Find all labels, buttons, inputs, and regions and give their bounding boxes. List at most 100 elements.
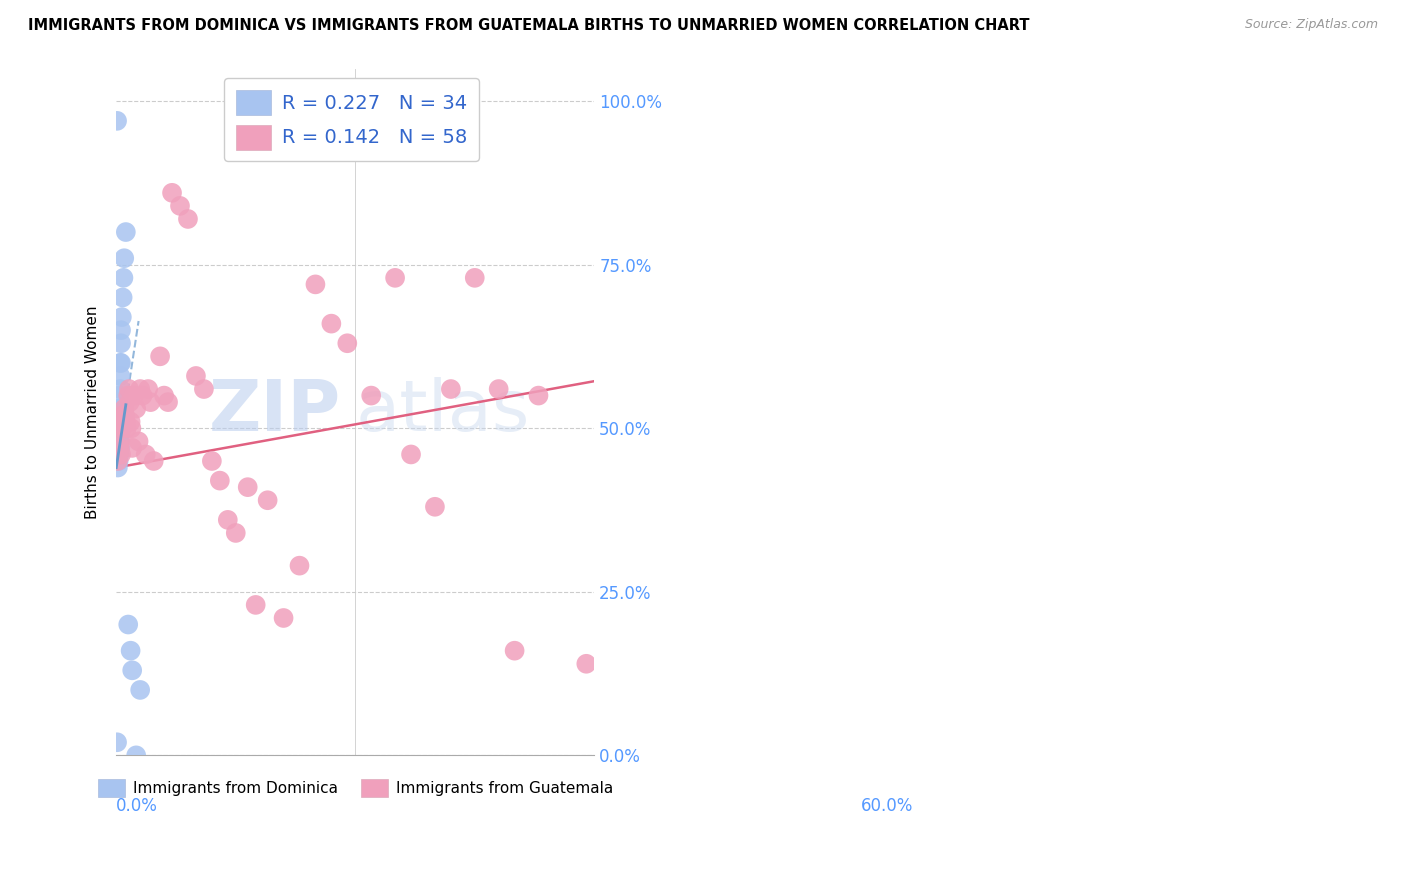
Point: [120, 643, 142, 657]
Text: atlas: atlas: [356, 377, 530, 446]
Point: [107, 460, 129, 475]
Point: [256, 493, 278, 508]
Point: [110, 441, 132, 455]
Point: [107, 415, 129, 429]
Point: [105, 113, 128, 128]
Point: [236, 480, 259, 494]
Point: [114, 415, 136, 429]
Point: [225, 525, 247, 540]
Point: [245, 598, 267, 612]
Point: [120, 421, 142, 435]
Point: [122, 388, 145, 402]
Point: [110, 368, 132, 383]
Point: [110, 434, 132, 449]
Point: [117, 617, 139, 632]
Point: [464, 270, 486, 285]
Point: [118, 382, 141, 396]
Point: [114, 408, 136, 422]
Point: [108, 388, 131, 402]
Point: [110, 401, 132, 416]
Point: [118, 395, 141, 409]
Point: [110, 336, 132, 351]
Point: [120, 415, 142, 429]
Point: [110, 356, 132, 370]
Point: [107, 454, 129, 468]
Point: [114, 225, 136, 239]
Point: [384, 270, 406, 285]
Point: [149, 349, 172, 363]
Point: [336, 336, 359, 351]
Point: [121, 663, 143, 677]
Point: [423, 500, 446, 514]
Point: [110, 447, 132, 461]
Point: [108, 408, 131, 422]
Point: [125, 748, 148, 763]
Point: [110, 382, 132, 396]
Point: [107, 441, 129, 455]
Point: [110, 427, 132, 442]
Point: [112, 415, 135, 429]
Point: [111, 408, 134, 422]
Point: [108, 447, 131, 461]
Point: [139, 395, 162, 409]
Point: [503, 643, 526, 657]
Legend: Immigrants from Dominica, Immigrants from Guatemala: Immigrants from Dominica, Immigrants fro…: [91, 772, 619, 803]
Point: [217, 513, 239, 527]
Point: [129, 682, 152, 697]
Point: [111, 290, 134, 304]
Point: [193, 382, 215, 396]
Point: [110, 415, 132, 429]
Point: [129, 382, 152, 396]
Point: [108, 421, 131, 435]
Point: [157, 395, 180, 409]
Point: [111, 310, 134, 324]
Point: [112, 401, 135, 416]
Point: [105, 735, 128, 749]
Point: [112, 251, 135, 265]
Point: [360, 388, 382, 402]
Point: [304, 277, 326, 292]
Point: [108, 441, 131, 455]
Point: [110, 356, 132, 370]
Point: [108, 401, 131, 416]
Text: 0.0%: 0.0%: [117, 797, 157, 814]
Y-axis label: Births to Unmarried Women: Births to Unmarried Women: [86, 305, 100, 518]
Point: [128, 434, 150, 449]
Point: [321, 317, 343, 331]
Text: 60.0%: 60.0%: [860, 797, 912, 814]
Point: [169, 199, 191, 213]
Text: Source: ZipAtlas.com: Source: ZipAtlas.com: [1244, 18, 1378, 31]
Point: [108, 434, 131, 449]
Point: [108, 421, 131, 435]
Point: [273, 611, 295, 625]
Point: [527, 388, 550, 402]
Point: [112, 270, 135, 285]
Point: [440, 382, 463, 396]
Point: [111, 421, 134, 435]
Point: [136, 382, 159, 396]
Point: [107, 454, 129, 468]
Text: IMMIGRANTS FROM DOMINICA VS IMMIGRANTS FROM GUATEMALA BIRTHS TO UNMARRIED WOMEN : IMMIGRANTS FROM DOMINICA VS IMMIGRANTS F…: [28, 18, 1029, 33]
Point: [107, 447, 129, 461]
Point: [125, 401, 148, 416]
Point: [142, 454, 165, 468]
Point: [184, 368, 207, 383]
Point: [201, 454, 224, 468]
Point: [107, 427, 129, 442]
Point: [208, 474, 231, 488]
Point: [135, 447, 157, 461]
Point: [177, 211, 200, 226]
Point: [288, 558, 311, 573]
Point: [488, 382, 510, 396]
Point: [115, 421, 138, 435]
Point: [121, 441, 143, 455]
Point: [575, 657, 598, 671]
Point: [131, 388, 153, 402]
Point: [153, 388, 176, 402]
Text: ZIP: ZIP: [208, 377, 340, 446]
Point: [117, 388, 139, 402]
Point: [107, 421, 129, 435]
Point: [160, 186, 183, 200]
Point: [399, 447, 422, 461]
Point: [110, 323, 132, 337]
